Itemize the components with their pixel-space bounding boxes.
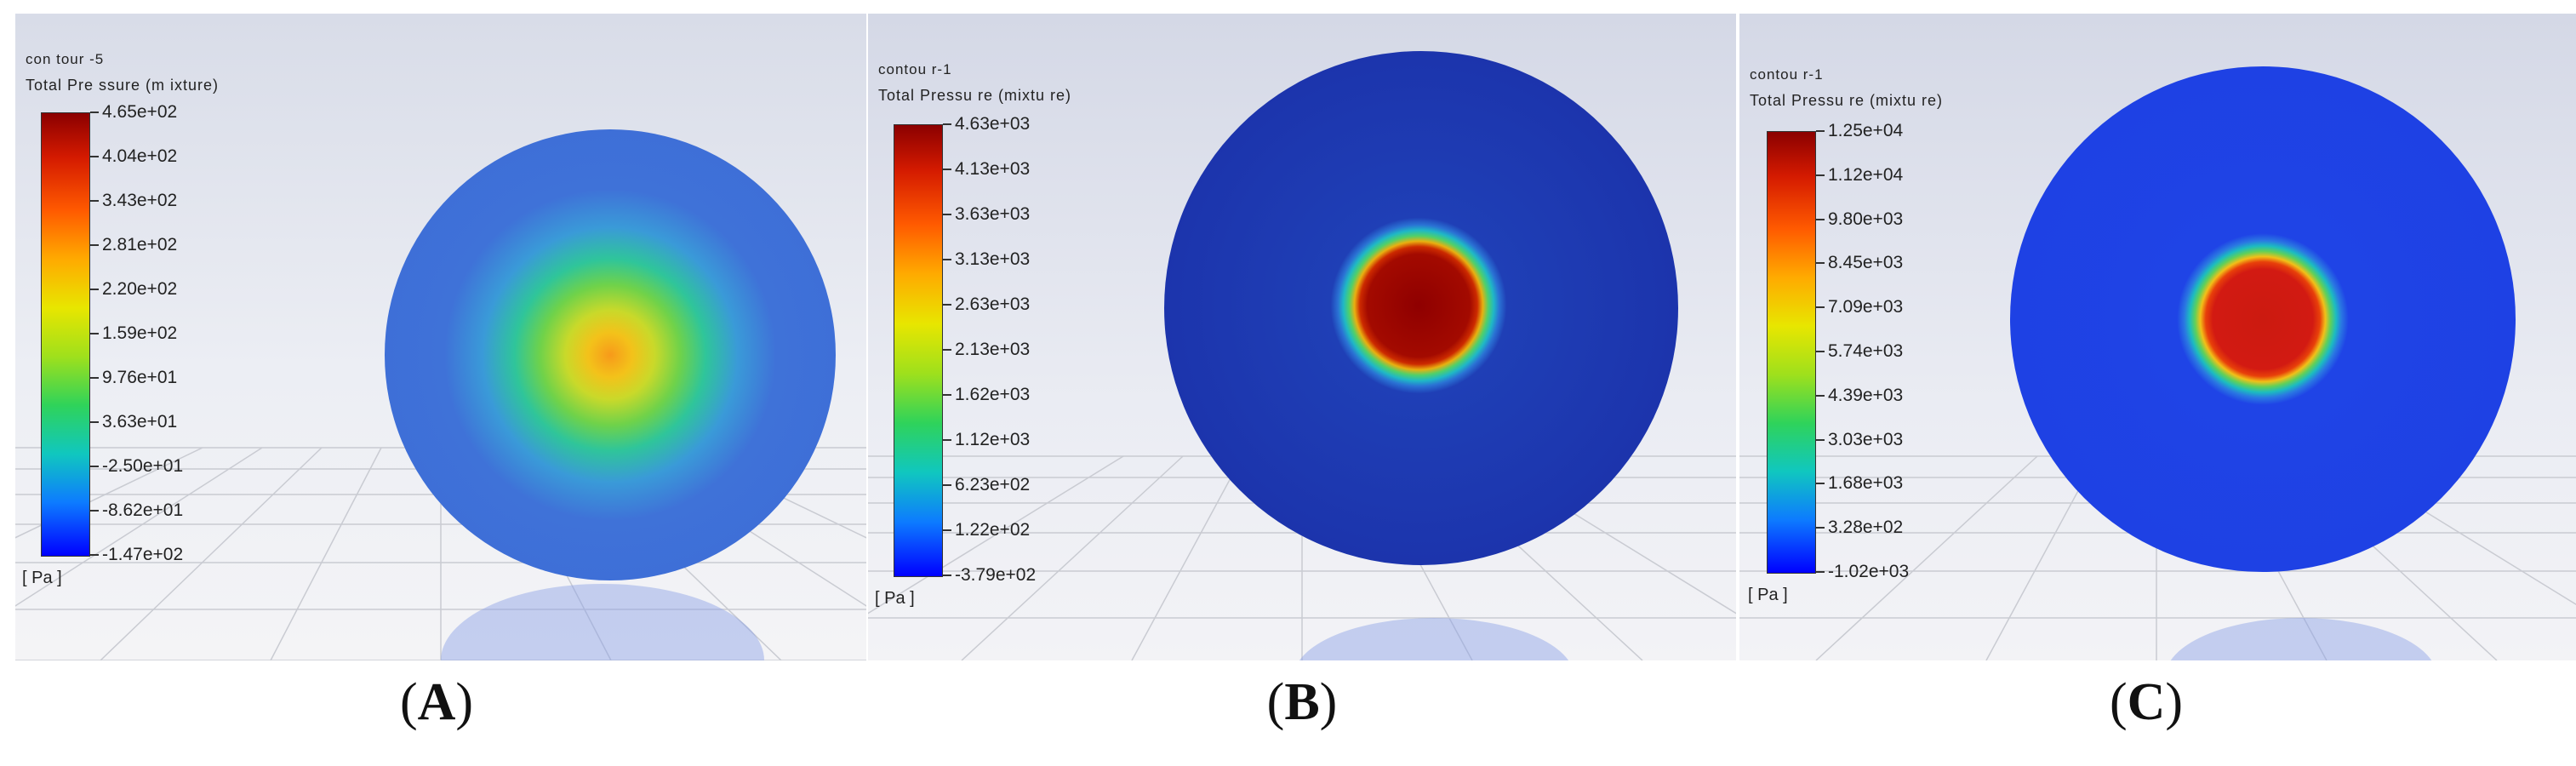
caption-a: (A) bbox=[399, 673, 474, 731]
tick-label: -3.79e+02 bbox=[955, 565, 1037, 585]
tick-label: 7.09e+03 bbox=[1828, 297, 1904, 317]
unit-label: [ Pa ] bbox=[22, 569, 62, 587]
color-scale-bar bbox=[41, 112, 90, 557]
contour-name: contou r-1 bbox=[878, 61, 952, 77]
tick-mark bbox=[943, 169, 951, 170]
panel-c: contou r-1 Total Pressu re (mixtu re) 1.… bbox=[1739, 14, 2576, 660]
unit-label: [ Pa ] bbox=[1748, 586, 1788, 604]
tick-label: 3.63e+03 bbox=[955, 204, 1031, 224]
tick-label: 3.28e+02 bbox=[1828, 517, 1904, 538]
variable-name: Total Pre ssure (m ixture) bbox=[26, 77, 220, 94]
tick-mark bbox=[90, 156, 99, 157]
caption-b: (B) bbox=[1266, 673, 1338, 731]
tick-mark bbox=[90, 466, 99, 467]
tick-label: 2.20e+02 bbox=[102, 279, 178, 299]
tick-label: -1.02e+03 bbox=[1828, 562, 1910, 581]
tick-label: 8.45e+03 bbox=[1828, 253, 1904, 273]
tick-label: 2.63e+03 bbox=[955, 294, 1031, 314]
tick-mark bbox=[90, 244, 99, 246]
tick-mark bbox=[90, 333, 99, 334]
tick-mark bbox=[943, 259, 951, 260]
tick-mark bbox=[1816, 174, 1825, 176]
tick-label: 3.43e+02 bbox=[102, 191, 178, 210]
tick-label: -1.47e+02 bbox=[102, 545, 184, 564]
tick-mark bbox=[1816, 527, 1825, 529]
tick-mark bbox=[90, 111, 99, 113]
tick-label: 1.12e+03 bbox=[955, 430, 1031, 449]
unit-label: [ Pa ] bbox=[875, 589, 915, 608]
tick-label: 4.65e+02 bbox=[102, 102, 178, 122]
tick-label: 4.63e+03 bbox=[955, 114, 1031, 134]
tick-mark bbox=[1816, 130, 1825, 132]
tick-mark bbox=[1816, 306, 1825, 309]
tick-label: 3.13e+03 bbox=[955, 249, 1031, 269]
tick-label: 9.80e+03 bbox=[1828, 209, 1904, 229]
tick-mark bbox=[943, 123, 951, 125]
tick-mark bbox=[90, 510, 99, 512]
tick-label: 1.59e+02 bbox=[102, 323, 178, 343]
tick-label: 1.68e+03 bbox=[1828, 473, 1904, 494]
tick-mark bbox=[943, 349, 951, 351]
pressure-contour-disc bbox=[2010, 66, 2516, 572]
tick-label: 3.03e+03 bbox=[1828, 429, 1904, 449]
contour-name: contou r-1 bbox=[1750, 66, 1824, 83]
tick-mark bbox=[1816, 571, 1825, 573]
tick-label: -2.50e+01 bbox=[102, 456, 184, 476]
tick-mark bbox=[90, 377, 99, 379]
tick-label: 4.13e+03 bbox=[955, 159, 1031, 179]
tick-label: 1.12e+04 bbox=[1828, 164, 1904, 185]
tick-mark bbox=[90, 421, 99, 423]
tick-mark bbox=[1816, 394, 1825, 397]
tick-mark bbox=[1816, 218, 1825, 220]
tick-mark bbox=[1816, 438, 1825, 441]
color-scale-bar bbox=[894, 124, 943, 577]
tick-mark bbox=[943, 529, 951, 531]
tick-label: 1.25e+04 bbox=[1828, 121, 1904, 140]
tick-mark bbox=[943, 439, 951, 441]
tick-label: 6.23e+02 bbox=[955, 475, 1031, 494]
tick-mark bbox=[1816, 351, 1825, 352]
tick-mark bbox=[90, 554, 99, 556]
tick-mark bbox=[1816, 262, 1825, 265]
tick-mark bbox=[90, 200, 99, 202]
tick-mark bbox=[943, 214, 951, 215]
tick-mark bbox=[943, 394, 951, 396]
tick-mark bbox=[1816, 483, 1825, 485]
tick-label: 2.81e+02 bbox=[102, 235, 178, 254]
contour-name: con tour -5 bbox=[26, 51, 105, 67]
panel-a: con tour -5 Total Pre ssure (m ixture) 4… bbox=[15, 14, 866, 660]
tick-label: 5.74e+03 bbox=[1828, 341, 1904, 361]
color-scale-bar bbox=[1767, 131, 1816, 574]
variable-name: Total Pressu re (mixtu re) bbox=[1750, 92, 1944, 109]
tick-label: 2.13e+03 bbox=[955, 340, 1031, 359]
panel-b: contou r-1 Total Pressu re (mixtu re) 4.… bbox=[868, 14, 1736, 660]
tick-mark bbox=[943, 484, 951, 486]
tick-label: -8.62e+01 bbox=[102, 500, 184, 520]
caption-c: (C) bbox=[2109, 673, 2184, 731]
tick-mark bbox=[943, 304, 951, 306]
pressure-contour-disc bbox=[1164, 51, 1678, 565]
tick-label: 9.76e+01 bbox=[102, 368, 178, 387]
tick-label: 1.22e+02 bbox=[955, 520, 1031, 540]
tick-label: 4.39e+03 bbox=[1828, 385, 1904, 405]
tick-label: 1.62e+03 bbox=[955, 385, 1031, 404]
tick-label: 3.63e+01 bbox=[102, 412, 178, 432]
variable-name: Total Pressu re (mixtu re) bbox=[878, 87, 1072, 104]
tick-mark bbox=[943, 574, 951, 576]
tick-mark bbox=[90, 289, 99, 290]
tick-label: 4.04e+02 bbox=[102, 146, 178, 166]
pressure-contour-disc bbox=[385, 129, 836, 580]
